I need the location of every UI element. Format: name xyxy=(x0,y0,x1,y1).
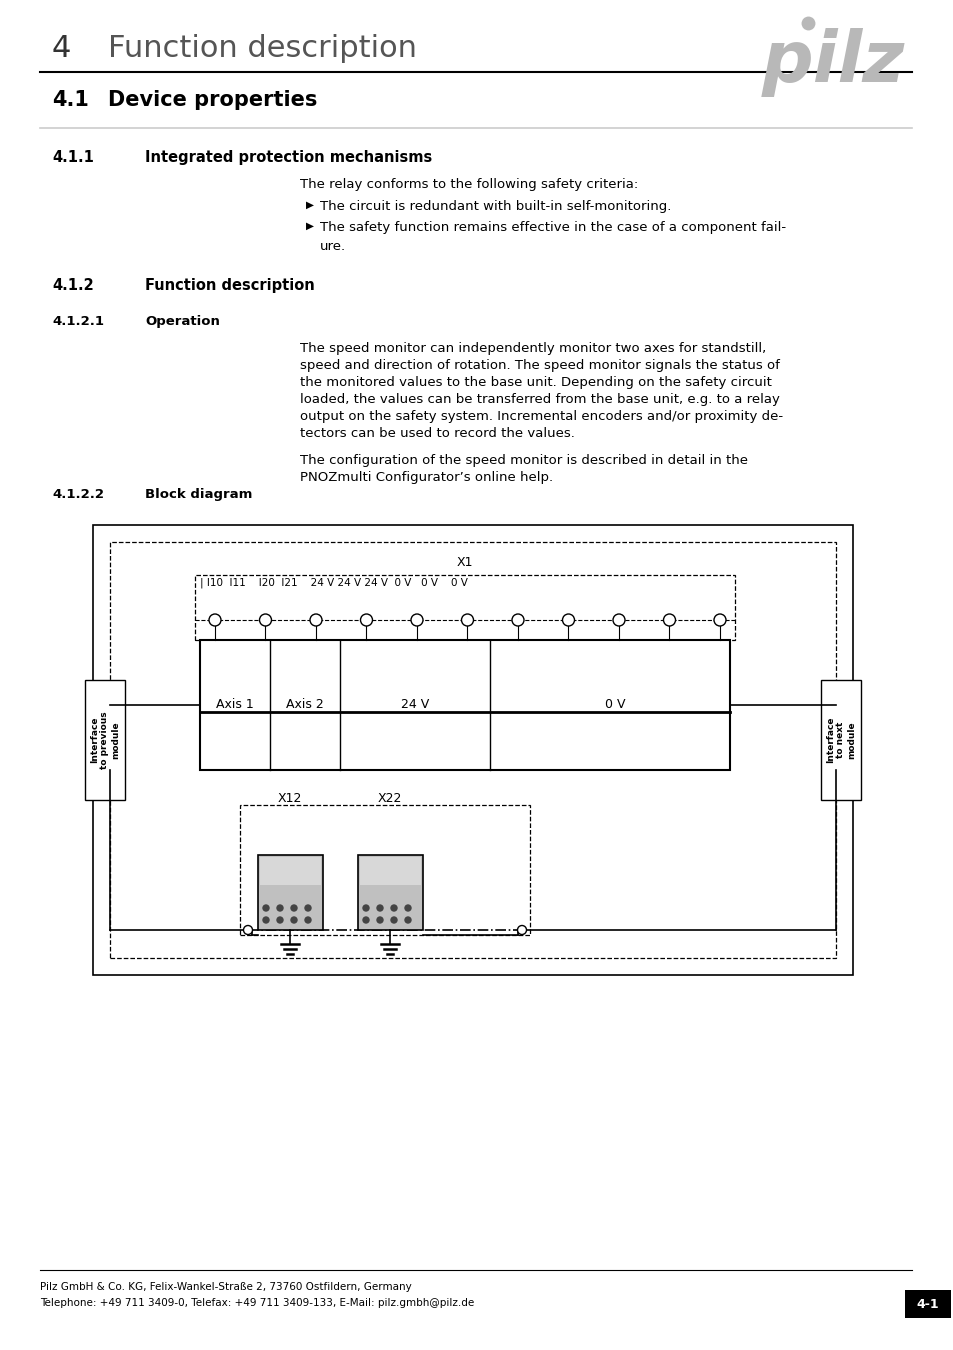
Circle shape xyxy=(512,614,523,626)
Text: output on the safety system. Incremental encoders and/or proximity de-: output on the safety system. Incremental… xyxy=(299,410,782,423)
Bar xyxy=(260,857,320,886)
Text: The configuration of the speed monitor is described in detail in the: The configuration of the speed monitor i… xyxy=(299,454,747,467)
Text: Integrated protection mechanisms: Integrated protection mechanisms xyxy=(145,150,432,165)
Bar xyxy=(110,541,835,958)
Circle shape xyxy=(461,614,473,626)
Bar xyxy=(357,855,422,930)
Circle shape xyxy=(291,904,296,911)
Text: 4.1.2: 4.1.2 xyxy=(52,278,93,293)
Circle shape xyxy=(276,917,283,923)
Circle shape xyxy=(305,904,311,911)
Text: The safety function remains effective in the case of a component fail-: The safety function remains effective in… xyxy=(319,221,785,234)
Text: pilz: pilz xyxy=(760,28,904,97)
Text: Telephone: +49 711 3409-0, Telefax: +49 711 3409-133, E-Mail: pilz.gmbh@pilz.de: Telephone: +49 711 3409-0, Telefax: +49 … xyxy=(40,1297,474,1308)
Text: ▶: ▶ xyxy=(306,200,314,211)
Circle shape xyxy=(276,904,283,911)
Circle shape xyxy=(391,917,396,923)
Text: 4.1: 4.1 xyxy=(52,90,89,109)
Bar xyxy=(359,857,420,886)
Circle shape xyxy=(209,614,221,626)
Text: The relay conforms to the following safety criteria:: The relay conforms to the following safe… xyxy=(299,178,638,190)
Circle shape xyxy=(517,926,526,934)
Text: Function description: Function description xyxy=(145,278,314,293)
Circle shape xyxy=(376,904,382,911)
Text: tectors can be used to record the values.: tectors can be used to record the values… xyxy=(299,427,575,440)
Text: 4.1.2.2: 4.1.2.2 xyxy=(52,487,104,501)
Text: The circuit is redundant with built-in self-monitoring.: The circuit is redundant with built-in s… xyxy=(319,200,671,213)
Text: ▶: ▶ xyxy=(306,221,314,231)
Circle shape xyxy=(363,917,369,923)
Circle shape xyxy=(360,614,372,626)
Text: Block diagram: Block diagram xyxy=(145,487,253,501)
Circle shape xyxy=(411,614,422,626)
Bar xyxy=(257,855,323,930)
Text: X22: X22 xyxy=(377,792,402,805)
Text: | I10  I11    I20  I21    24 V 24 V 24 V  0 V   0 V    0 V: | I10 I11 I20 I21 24 V 24 V 24 V 0 V 0 V… xyxy=(200,578,467,589)
Circle shape xyxy=(263,904,269,911)
Bar xyxy=(200,640,729,770)
Text: the monitored values to the base unit. Depending on the safety circuit: the monitored values to the base unit. D… xyxy=(299,377,771,389)
Bar xyxy=(821,680,861,801)
Circle shape xyxy=(613,614,624,626)
Text: The speed monitor can independently monitor two axes for standstill,: The speed monitor can independently moni… xyxy=(299,342,765,355)
Circle shape xyxy=(243,926,253,934)
Text: 4.1.2.1: 4.1.2.1 xyxy=(52,315,104,328)
Circle shape xyxy=(310,614,322,626)
Circle shape xyxy=(263,917,269,923)
Text: Function description: Function description xyxy=(108,34,416,63)
Text: 4-1: 4-1 xyxy=(916,1297,939,1311)
Text: Axis 2: Axis 2 xyxy=(286,698,323,711)
Bar xyxy=(194,575,734,640)
Text: Interface
to previous
module: Interface to previous module xyxy=(90,711,120,768)
Circle shape xyxy=(662,614,675,626)
Circle shape xyxy=(405,904,411,911)
Text: 4: 4 xyxy=(52,34,71,63)
Text: Axis 1: Axis 1 xyxy=(216,698,253,711)
Text: speed and direction of rotation. The speed monitor signals the status of: speed and direction of rotation. The spe… xyxy=(299,359,779,373)
Text: Pilz GmbH & Co. KG, Felix-Wankel-Straße 2, 73760 Ostfildern, Germany: Pilz GmbH & Co. KG, Felix-Wankel-Straße … xyxy=(40,1282,412,1292)
Text: 0 V: 0 V xyxy=(604,698,624,711)
Circle shape xyxy=(562,614,574,626)
Text: Device properties: Device properties xyxy=(108,90,317,109)
Circle shape xyxy=(713,614,725,626)
Circle shape xyxy=(305,917,311,923)
Text: loaded, the values can be transferred from the base unit, e.g. to a relay: loaded, the values can be transferred fr… xyxy=(299,393,779,406)
Text: X1: X1 xyxy=(456,556,473,570)
Bar xyxy=(904,1291,950,1318)
Circle shape xyxy=(391,904,396,911)
Text: X12: X12 xyxy=(277,792,302,805)
Text: 24 V: 24 V xyxy=(400,698,429,711)
Bar xyxy=(92,525,852,975)
Circle shape xyxy=(363,904,369,911)
Text: PNOZmulti Configurator’s online help.: PNOZmulti Configurator’s online help. xyxy=(299,471,553,485)
Circle shape xyxy=(405,917,411,923)
Text: Interface
to next
module: Interface to next module xyxy=(825,717,855,763)
Text: ure.: ure. xyxy=(319,240,346,252)
Bar xyxy=(240,805,530,936)
Text: Operation: Operation xyxy=(145,315,219,328)
Bar xyxy=(85,680,125,801)
Circle shape xyxy=(259,614,272,626)
Text: 4.1.1: 4.1.1 xyxy=(52,150,93,165)
Circle shape xyxy=(376,917,382,923)
Circle shape xyxy=(291,917,296,923)
